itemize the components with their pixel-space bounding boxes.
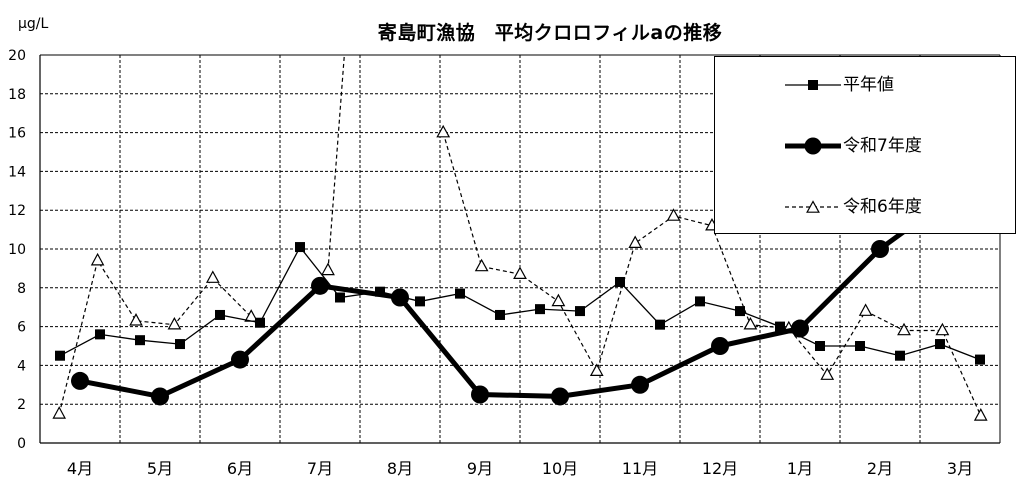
data-point-average	[375, 286, 385, 297]
data-point-reiwa6	[743, 316, 758, 330]
data-point-average	[495, 309, 505, 320]
legend-label-series-0: 平年値	[843, 75, 894, 95]
data-point-average	[535, 304, 545, 315]
data-point-reiwa6	[666, 208, 681, 221]
data-point-average	[415, 296, 425, 307]
data-point-reiwa7	[711, 337, 729, 355]
y-tick-label: 8	[17, 281, 26, 297]
y-axis-unit-label: μg/L	[18, 16, 49, 32]
x-tick-label: 7月	[307, 459, 333, 478]
data-point-reiwa7	[311, 276, 329, 295]
y-tick-label: 14	[8, 164, 26, 180]
data-point-reiwa6	[935, 322, 950, 336]
chart-title: 寄島町漁協 平均クロロフィルaの推移	[377, 22, 723, 44]
data-point-reiwa7	[391, 288, 409, 307]
data-point-reiwa6	[589, 363, 604, 376]
x-tick-label: 6月	[227, 459, 253, 478]
y-tick-label: 10	[8, 242, 26, 258]
data-point-reiwa6	[436, 124, 451, 138]
data-point-average	[775, 321, 785, 332]
data-point-average	[655, 319, 665, 330]
data-point-reiwa6	[973, 408, 988, 421]
y-tick-label: 20	[8, 48, 26, 64]
x-tick-label: 1月	[787, 459, 813, 478]
y-tick-label: 0	[17, 436, 26, 452]
data-point-reiwa6	[205, 270, 220, 283]
x-tick-label: 9月	[467, 459, 493, 478]
data-point-reiwa6	[897, 322, 911, 336]
x-tick-label: 11月	[622, 459, 658, 478]
data-point-reiwa6	[129, 313, 143, 326]
data-point-average	[895, 350, 905, 361]
y-tick-label: 12	[8, 203, 26, 219]
data-point-average	[55, 350, 65, 361]
x-tick-label: 4月	[67, 459, 93, 478]
legend-marker-triangle	[806, 200, 820, 213]
data-point-reiwa7	[151, 387, 169, 406]
y-tick-label: 4	[17, 358, 26, 374]
data-point-reiwa7	[471, 385, 489, 404]
x-tick-label: 3月	[947, 459, 973, 478]
data-point-average	[215, 309, 225, 320]
data-point-average	[735, 306, 745, 317]
legend-label-series-2: 令和6年度	[843, 197, 922, 217]
x-tick-label: 12月	[702, 459, 738, 478]
x-tick-label: 10月	[542, 459, 578, 478]
legend-marker-series-2	[785, 200, 841, 213]
legend: 平年値 令和7年度 令和6年度	[714, 56, 1016, 234]
data-point-average	[135, 335, 145, 346]
data-point-average	[295, 242, 305, 253]
data-point-reiwa6	[628, 235, 643, 248]
legend-marker-square	[808, 80, 818, 90]
data-point-reiwa7	[71, 371, 89, 390]
legend-marker-series-1	[785, 137, 841, 155]
series-line-reiwa7	[79, 188, 962, 399]
data-point-average	[255, 317, 265, 328]
data-point-average	[815, 341, 825, 351]
y-tick-label: 16	[8, 126, 26, 142]
data-point-reiwa6	[551, 293, 566, 307]
x-tick-label: 5月	[147, 459, 173, 478]
data-point-average	[975, 354, 985, 365]
data-point-reiwa6	[321, 262, 335, 276]
legend-label-series-1: 令和7年度	[843, 136, 922, 156]
series-line-average	[59, 245, 981, 361]
data-point-average	[695, 296, 705, 307]
legend-marker-circle	[804, 137, 822, 155]
data-point-average	[455, 288, 465, 299]
data-point-average	[95, 329, 105, 340]
data-point-average	[335, 292, 345, 303]
data-point-reiwa7	[631, 375, 649, 394]
x-tick-label: 2月	[867, 459, 893, 478]
data-point-average	[935, 339, 945, 350]
data-point-reiwa6	[858, 303, 873, 316]
data-point-average	[615, 276, 625, 287]
data-point-reiwa6	[52, 406, 67, 419]
data-point-reiwa7	[551, 387, 569, 406]
y-tick-label: 2	[17, 397, 26, 413]
data-point-reiwa7	[791, 319, 809, 338]
data-point-reiwa7	[231, 350, 249, 369]
data-point-average	[175, 339, 185, 350]
y-tick-label: 6	[17, 320, 26, 336]
data-point-average	[855, 341, 865, 351]
data-point-reiwa6	[820, 367, 835, 380]
data-point-reiwa6	[167, 316, 182, 330]
data-point-reiwa6	[90, 252, 105, 266]
data-point-reiwa6	[474, 258, 489, 272]
data-point-average	[575, 306, 585, 317]
data-point-reiwa7	[871, 240, 889, 258]
data-point-reiwa6	[513, 266, 527, 279]
legend-marker-series-0	[785, 80, 841, 90]
y-tick-label: 18	[8, 87, 26, 103]
x-tick-label: 8月	[387, 459, 413, 478]
